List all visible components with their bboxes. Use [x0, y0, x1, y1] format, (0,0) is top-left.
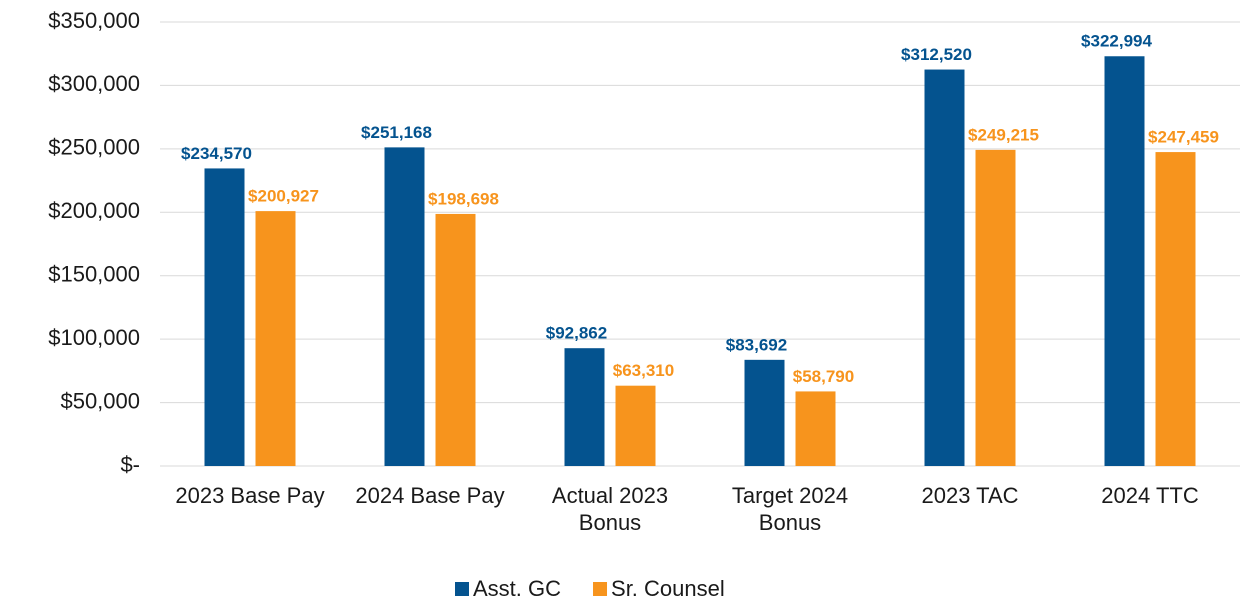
- x-tick-label: Target 2024 Bonus: [731, 483, 849, 535]
- y-tick-label: $100,000: [48, 325, 140, 350]
- x-tick-label: 2023 Base Pay: [175, 483, 325, 508]
- y-tick-label: $250,000: [48, 135, 140, 160]
- legend-label: Sr. Counsel: [611, 576, 725, 601]
- x-tick-label: Actual 2023 Bonus: [551, 483, 669, 535]
- y-tick-label: $-: [120, 452, 140, 477]
- bar: [255, 211, 296, 466]
- value-label: $200,927: [248, 187, 319, 206]
- bar: [975, 149, 1016, 466]
- value-label: $322,994: [1081, 32, 1152, 51]
- y-tick-label: $200,000: [48, 198, 140, 223]
- bar: [744, 359, 785, 466]
- x-tick-label: 2023 TAC: [921, 483, 1019, 508]
- bar: [564, 348, 605, 466]
- x-tick-label: 2024 TTC: [1101, 483, 1199, 508]
- bar: [795, 391, 836, 466]
- bar: [615, 385, 656, 466]
- y-tick-label: $350,000: [48, 8, 140, 33]
- bar: [204, 168, 245, 466]
- y-tick-label: $50,000: [60, 388, 140, 413]
- bar: [435, 213, 476, 466]
- bar: [384, 147, 425, 466]
- value-label: $92,862: [546, 324, 607, 343]
- bar: [924, 69, 965, 467]
- value-label: $198,698: [428, 189, 499, 208]
- legend-label: Asst. GC: [473, 576, 561, 601]
- value-label: $83,692: [726, 335, 787, 354]
- value-label: $58,790: [793, 367, 854, 386]
- value-label: $312,520: [901, 45, 972, 64]
- value-label: $247,459: [1148, 128, 1219, 147]
- y-tick-label: $150,000: [48, 262, 140, 287]
- bar: [1155, 152, 1196, 467]
- legend-swatch: [593, 582, 608, 596]
- value-label: $251,168: [361, 123, 432, 142]
- value-label: $63,310: [613, 361, 674, 380]
- legend-swatch: [455, 582, 469, 596]
- bar: [1104, 56, 1145, 467]
- x-tick-label: 2024 Base Pay: [355, 483, 505, 508]
- y-tick-label: $300,000: [48, 71, 140, 96]
- value-label: $249,215: [968, 125, 1039, 144]
- value-label: $234,570: [181, 144, 252, 163]
